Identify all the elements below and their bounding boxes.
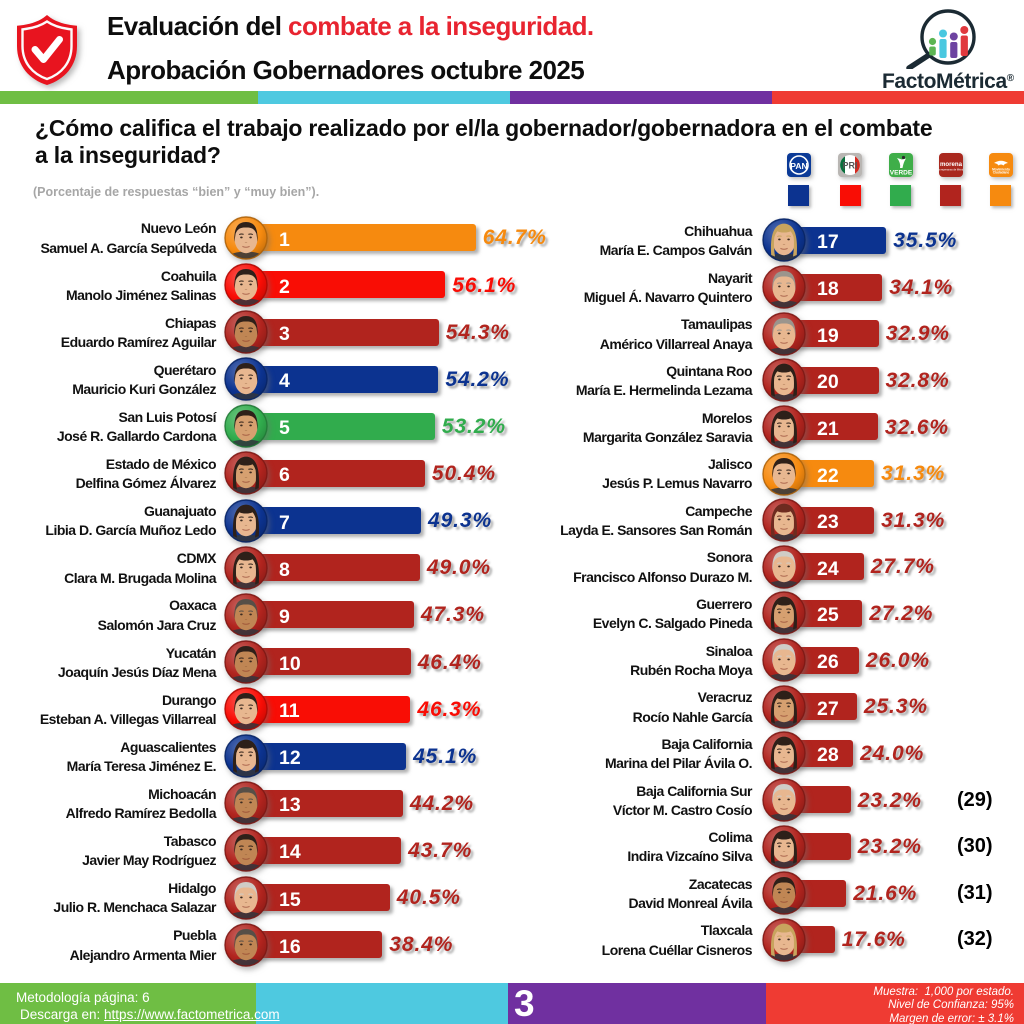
svg-text:PRI: PRI bbox=[842, 161, 857, 171]
svg-text:morena: morena bbox=[940, 161, 963, 168]
svg-text:Ciudadano: Ciudadano bbox=[993, 171, 1010, 175]
svg-text:PAN: PAN bbox=[790, 161, 808, 171]
svg-text:La esperanza de México: La esperanza de México bbox=[939, 168, 963, 172]
svg-text:VERDE: VERDE bbox=[890, 170, 913, 177]
svg-text:Movimiento: Movimiento bbox=[992, 168, 1010, 172]
